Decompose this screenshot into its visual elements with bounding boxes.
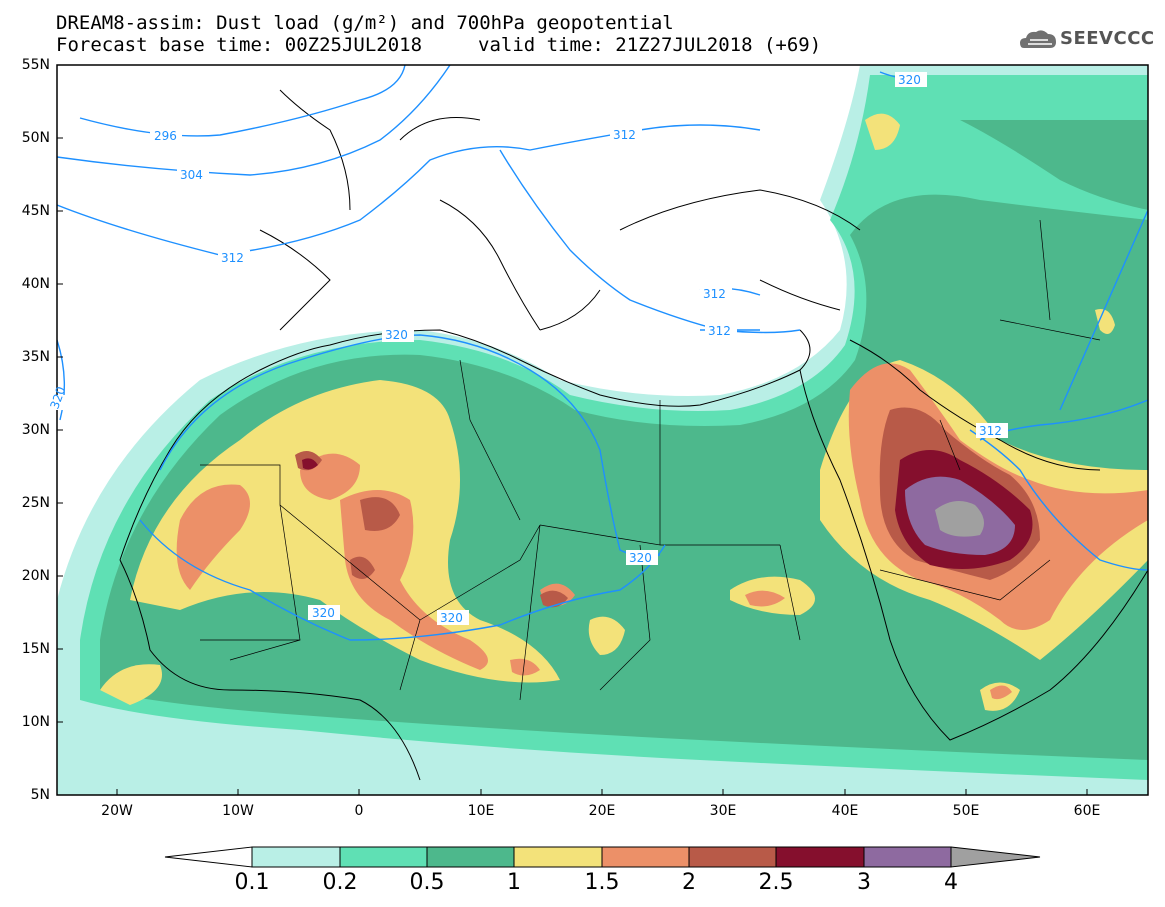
logo-text: SEEVCCC bbox=[1060, 28, 1155, 49]
lon-label: 20W bbox=[101, 803, 133, 819]
dust-fill-4 bbox=[935, 501, 984, 537]
contour-label: 320 bbox=[898, 73, 921, 87]
colorbar-label: 1 bbox=[507, 870, 521, 895]
colorbar-label: 0.5 bbox=[409, 870, 445, 895]
lon-label: 60E bbox=[1073, 803, 1101, 819]
axis-ticks bbox=[57, 64, 1088, 795]
contour-label: 312 bbox=[613, 128, 636, 142]
lat-label: 55N bbox=[21, 57, 50, 73]
contour-label: 320 bbox=[312, 606, 335, 620]
contour-label: 312 bbox=[703, 287, 726, 301]
contour-label: 304 bbox=[180, 168, 203, 182]
colorbar-swatch-8 bbox=[863, 846, 952, 868]
colorbar-swatch-0 bbox=[164, 846, 253, 868]
contour-label: 320 bbox=[629, 551, 652, 565]
contour-label: 320 bbox=[385, 328, 408, 342]
lat-label: 10N bbox=[21, 714, 50, 730]
colorbar-label: 0.1 bbox=[234, 870, 270, 895]
colorbar-swatch-9 bbox=[950, 846, 1041, 868]
colorbar bbox=[164, 846, 1041, 868]
lat-label: 5N bbox=[30, 787, 50, 803]
contour-label: 296 bbox=[154, 129, 177, 143]
lon-label: 50E bbox=[952, 803, 980, 819]
contour-label: 312 bbox=[221, 251, 244, 265]
coastlines bbox=[119, 89, 1148, 781]
colorbar-swatch-2 bbox=[339, 846, 428, 868]
lat-label: 20N bbox=[21, 568, 50, 584]
valid-time: valid time: 21Z27JUL2018 (+69) bbox=[478, 34, 822, 56]
lat-label: 40N bbox=[21, 276, 50, 292]
colorbar-swatch-5 bbox=[601, 846, 690, 868]
contour-label: 312 bbox=[708, 324, 731, 338]
forecast-base-time: Forecast base time: 00Z25JUL2018 bbox=[56, 34, 423, 56]
lat-label: 50N bbox=[21, 130, 50, 146]
contour-labels: 296 304 312 312 312 312 320 320 320 320 … bbox=[47, 72, 1008, 625]
colorbar-label: 2 bbox=[682, 870, 696, 895]
colorbar-swatch-6 bbox=[688, 846, 777, 868]
lat-label: 35N bbox=[21, 349, 50, 365]
cloud-logo-icon bbox=[1020, 30, 1056, 48]
colorbar-swatch-1 bbox=[251, 846, 341, 868]
lat-label: 45N bbox=[21, 203, 50, 219]
geopotential-contours bbox=[57, 65, 1148, 641]
lon-label: 0 bbox=[354, 803, 364, 819]
colorbar-label: 3 bbox=[857, 870, 871, 895]
lon-label: 10W bbox=[222, 803, 254, 819]
country-borders bbox=[200, 219, 1101, 701]
colorbar-label: 2.5 bbox=[758, 870, 794, 895]
lon-label: 20E bbox=[588, 803, 616, 819]
colorbar-label: 0.2 bbox=[322, 870, 358, 895]
colorbar-label: 4 bbox=[944, 870, 958, 895]
contour-label: 312 bbox=[979, 424, 1002, 438]
lat-label: 15N bbox=[21, 641, 50, 657]
colorbar-swatch-7 bbox=[775, 846, 865, 868]
colorbar-label: 1.5 bbox=[584, 870, 620, 895]
contour-label: 320 bbox=[440, 611, 463, 625]
lon-label: 10E bbox=[467, 803, 495, 819]
colorbar-swatch-4 bbox=[513, 846, 603, 868]
lon-label: 40E bbox=[831, 803, 859, 819]
lat-label: 30N bbox=[21, 422, 50, 438]
lat-label: 25N bbox=[21, 495, 50, 511]
lon-label: 30E bbox=[709, 803, 737, 819]
chart-title: DREAM8-assim: Dust load (g/m²) and 700hP… bbox=[56, 12, 674, 34]
colorbar-swatch-3 bbox=[426, 846, 515, 868]
